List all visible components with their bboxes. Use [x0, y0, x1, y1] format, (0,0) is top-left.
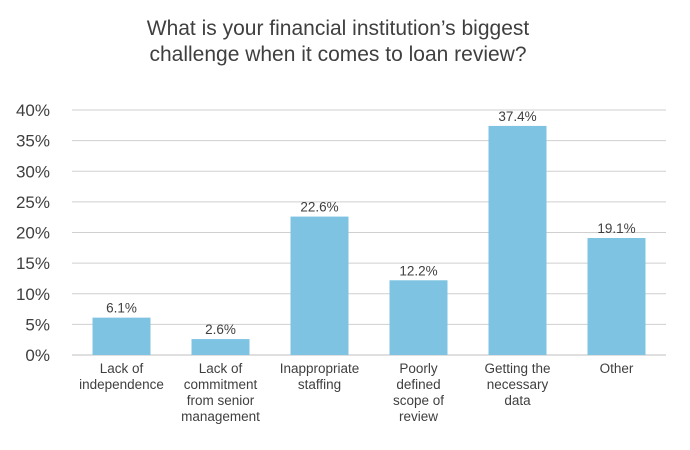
y-tick-label: 5%: [25, 315, 50, 334]
x-category-label: Lack of independence: [79, 361, 164, 392]
bar: [587, 238, 646, 355]
y-tick-label: 20%: [16, 224, 50, 243]
bar: [389, 280, 448, 355]
y-tick-label: 25%: [16, 193, 50, 212]
data-label: 22.6%: [300, 200, 338, 215]
y-tick-label: 30%: [16, 162, 50, 181]
bar: [92, 317, 151, 355]
y-axis-ticks: 0% 5% 10% 15% 20% 25% 30% 35% 40%: [16, 101, 50, 365]
chart-title-line-2: challenge when it comes to loan review?: [149, 43, 526, 66]
data-label: 12.2%: [399, 263, 437, 278]
chart-title: What is your financial institution’s big…: [147, 17, 530, 66]
data-labels: 6.1% 2.6% 22.6% 12.2% 37.4% 19.1%: [106, 109, 636, 337]
data-label: 2.6%: [205, 322, 236, 337]
data-label: 19.1%: [597, 221, 635, 236]
x-category-label: Other: [600, 361, 634, 376]
bar: [290, 216, 349, 355]
x-axis-categories: Lack of independence Lack of commitment from…: [79, 361, 634, 424]
x-category-label: Poorly defined scope of review: [393, 361, 444, 424]
y-tick-label: 40%: [16, 101, 50, 120]
x-category-label: Getting the necessary data: [484, 361, 550, 408]
x-category-label: Lack of commitment from senior management: [181, 361, 260, 424]
bar: [488, 125, 547, 355]
bars: [92, 125, 646, 355]
y-tick-label: 35%: [16, 132, 50, 151]
x-category-label: Inappropriate staffing: [280, 361, 360, 392]
data-label: 6.1%: [106, 301, 137, 316]
chart-title-line-1: What is your financial institution’s big…: [147, 17, 530, 40]
y-tick-label: 15%: [16, 254, 50, 273]
bar: [191, 339, 250, 355]
y-tick-label: 10%: [16, 285, 50, 304]
y-tick-label: 0%: [25, 346, 50, 365]
gridlines: [72, 109, 666, 356]
data-label: 37.4%: [498, 109, 536, 124]
